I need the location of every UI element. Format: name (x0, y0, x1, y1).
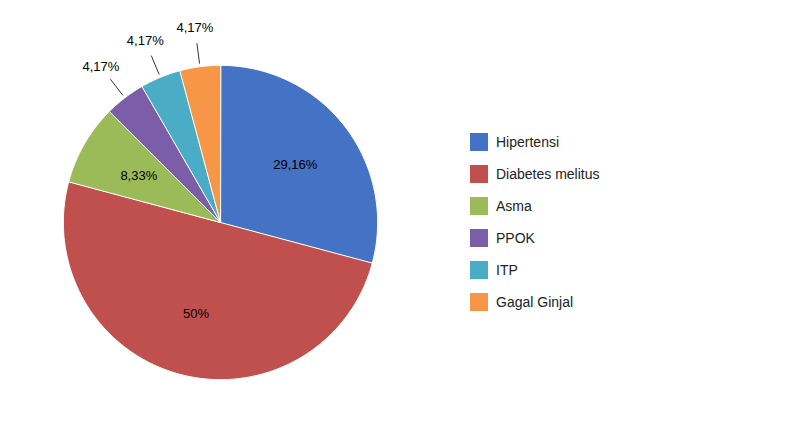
html-text:Hipertensi: Hipertensi (496, 134, 559, 150)
svg-text:29,16%: 29,16% (273, 157, 318, 172)
svg-text:4,17%: 4,17% (82, 59, 119, 74)
svg-text:4,17%: 4,17% (127, 33, 164, 48)
svg-text:4,17%: 4,17% (176, 20, 213, 35)
html-text:PPOK: PPOK (496, 230, 535, 246)
html-text:Diabetes melitus: Diabetes melitus (496, 166, 600, 182)
html-text:Asma: Asma (496, 198, 532, 214)
html-text:Gagal Ginjal: Gagal Ginjal (496, 294, 573, 310)
html-text:ITP: ITP (496, 262, 518, 278)
svg-text:8,33%: 8,33% (120, 168, 157, 183)
svg-text:50%: 50% (183, 306, 209, 321)
